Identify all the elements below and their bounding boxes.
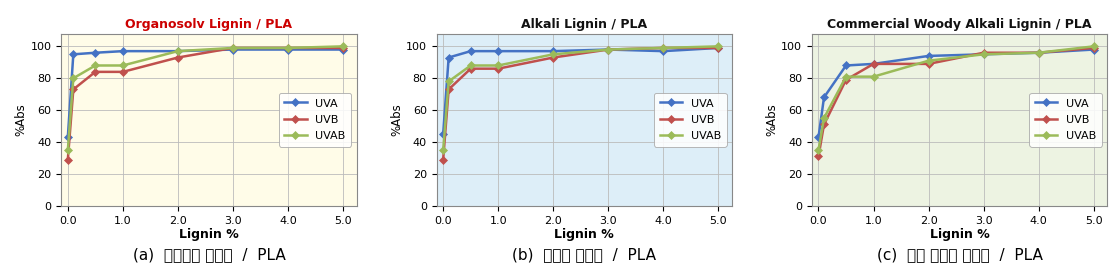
UVB	[171, 56, 185, 59]
UVB	[817, 123, 830, 126]
UVB	[116, 70, 129, 74]
UVAB	[867, 75, 880, 78]
UVB	[89, 70, 102, 74]
UVAB	[61, 148, 75, 152]
UVB	[546, 56, 560, 59]
Y-axis label: %Abs: %Abs	[766, 103, 778, 136]
UVA	[171, 50, 185, 53]
X-axis label: Lignin %: Lignin %	[554, 228, 614, 241]
UVAB	[436, 148, 450, 152]
UVAB	[1032, 51, 1045, 54]
UVAB	[811, 148, 825, 152]
UVB	[442, 88, 455, 91]
Line: UVAB: UVAB	[441, 44, 721, 153]
Legend: UVA, UVB, UVAB: UVA, UVB, UVAB	[278, 93, 352, 146]
UVA	[226, 48, 239, 51]
Line: UVAB: UVAB	[816, 44, 1096, 153]
Text: (b)  알칼리 리그닌  /  PLA: (b) 알칼리 리그닌 / PLA	[512, 247, 657, 262]
UVAB	[116, 64, 129, 67]
UVB	[602, 48, 615, 51]
UVB	[464, 67, 477, 70]
UVAB	[839, 75, 853, 78]
UVB	[61, 158, 75, 161]
Y-axis label: %Abs: %Abs	[390, 103, 403, 136]
UVA	[546, 50, 560, 53]
UVAB	[336, 45, 349, 48]
UVAB	[226, 46, 239, 50]
Line: UVB: UVB	[816, 45, 1096, 159]
UVB	[711, 46, 725, 50]
Legend: UVA, UVB, UVAB: UVA, UVB, UVAB	[654, 93, 727, 146]
UVAB	[817, 116, 830, 120]
UVA	[711, 46, 725, 50]
UVA	[817, 96, 830, 99]
UVAB	[442, 80, 455, 83]
UVA	[839, 64, 853, 67]
UVAB	[1087, 45, 1101, 48]
UVAB	[492, 64, 505, 67]
UVA	[67, 53, 80, 56]
Line: UVB: UVB	[65, 45, 346, 162]
UVAB	[282, 46, 295, 50]
UVAB	[922, 59, 935, 62]
UVAB	[711, 45, 725, 48]
UVB	[336, 46, 349, 50]
UVAB	[657, 46, 670, 50]
UVA	[336, 48, 349, 51]
UVB	[922, 62, 935, 66]
UVB	[977, 51, 991, 54]
Title: Alkali Lignin / PLA: Alkali Lignin / PLA	[521, 18, 648, 31]
UVB	[867, 62, 880, 66]
UVB	[1087, 46, 1101, 50]
Legend: UVA, UVB, UVAB: UVA, UVB, UVAB	[1030, 93, 1102, 146]
UVAB	[546, 53, 560, 56]
UVA	[116, 50, 129, 53]
UVA	[1032, 51, 1045, 54]
UVAB	[977, 53, 991, 56]
UVA	[811, 136, 825, 139]
UVAB	[67, 76, 80, 80]
UVB	[436, 158, 450, 161]
UVA	[492, 50, 505, 53]
UVA	[657, 50, 670, 53]
Text: (c)  목재 알칼리 리그닌  /  PLA: (c) 목재 알칼리 리그닌 / PLA	[877, 247, 1043, 262]
Text: (a)  유기용제 리그닌  /  PLA: (a) 유기용제 리그닌 / PLA	[132, 247, 285, 262]
Line: UVA: UVA	[65, 47, 346, 140]
Line: UVA: UVA	[816, 47, 1096, 140]
UVAB	[464, 64, 477, 67]
UVAB	[89, 64, 102, 67]
UVA	[977, 53, 991, 56]
UVA	[282, 48, 295, 51]
UVA	[867, 62, 880, 66]
UVA	[442, 56, 455, 59]
UVA	[1087, 48, 1101, 51]
Line: UVA: UVA	[441, 45, 721, 137]
UVAB	[602, 48, 615, 51]
UVA	[922, 54, 935, 58]
UVA	[89, 51, 102, 54]
X-axis label: Lignin %: Lignin %	[929, 228, 989, 241]
UVA	[464, 50, 477, 53]
UVB	[657, 46, 670, 50]
UVB	[1032, 51, 1045, 54]
Title: Commercial Woody Alkali Lignin / PLA: Commercial Woody Alkali Lignin / PLA	[827, 18, 1092, 31]
UVA	[602, 48, 615, 51]
Y-axis label: %Abs: %Abs	[14, 103, 28, 136]
Line: UVB: UVB	[441, 45, 721, 162]
X-axis label: Lignin %: Lignin %	[179, 228, 239, 241]
Title: Organosolv Lignin / PLA: Organosolv Lignin / PLA	[126, 18, 293, 31]
UVA	[61, 136, 75, 139]
Line: UVAB: UVAB	[65, 44, 346, 153]
UVB	[839, 78, 853, 81]
UVAB	[171, 50, 185, 53]
UVB	[811, 155, 825, 158]
UVB	[67, 88, 80, 91]
UVB	[226, 46, 239, 50]
UVA	[436, 132, 450, 136]
UVB	[282, 46, 295, 50]
UVB	[492, 67, 505, 70]
